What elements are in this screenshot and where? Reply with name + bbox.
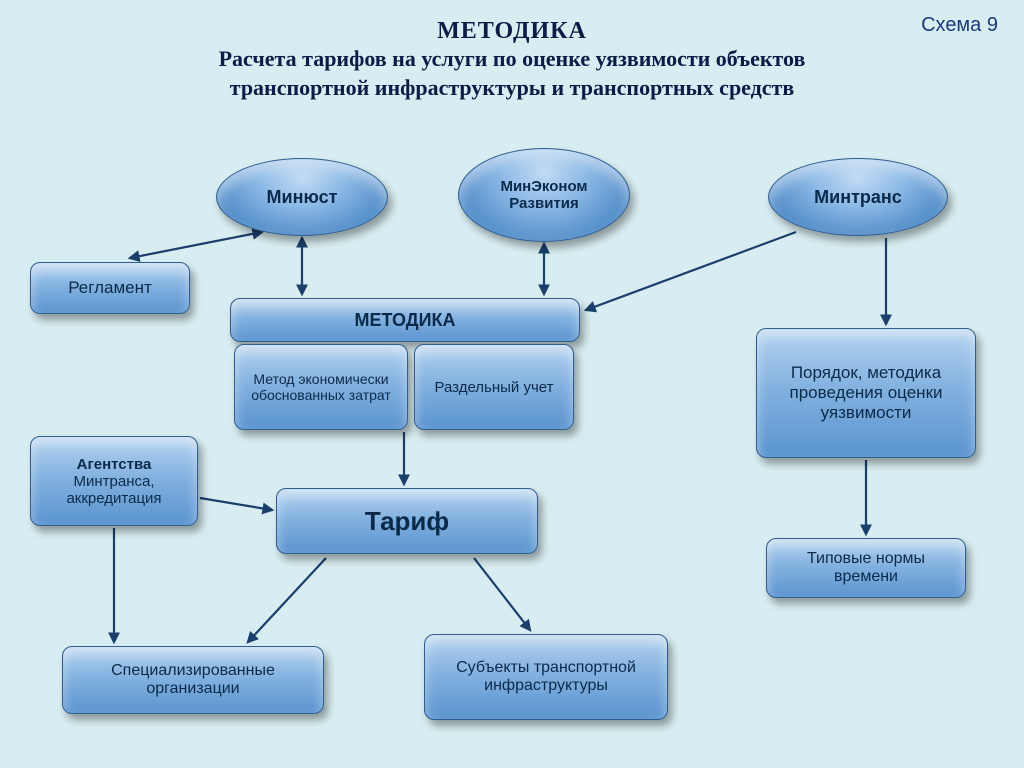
diagram-canvas: Схема 9 МЕТОДИКА Расчета тарифов на услу… [0,0,1024,768]
title-block: МЕТОДИКА Расчета тарифов на услуги по оц… [0,18,1024,102]
node-metodika: МЕТОДИКА [230,298,580,342]
node-minecon: МинЭконом Развития [458,148,630,242]
edge-mintrans-metodika [586,232,796,310]
node-tarif: Тариф [276,488,538,554]
title-line-1: МЕТОДИКА [0,18,1024,45]
edge-tarif-subjects [474,558,530,630]
node-specorg: Специализированные организации [62,646,324,714]
node-reglament: Регламент [30,262,190,314]
node-minjust: Минюст [216,158,388,236]
title-line-2: Расчета тарифов на услуги по оценке уязв… [0,45,1024,74]
node-agentstva: АгентстваМинтранса,аккредитация [30,436,198,526]
node-tipnormy: Типовые нормы времени [766,538,966,598]
edge-tarif-specorg [248,558,326,642]
node-mintrans: Минтранс [768,158,948,236]
node-method: Метод экономически обоснованных затрат [234,344,408,430]
edge-reglament-minjust [130,232,262,258]
title-line-3: транспортной инфраструктуры и транспортн… [0,74,1024,103]
node-poryadok: Порядок, методика проведения оценки уязв… [756,328,976,458]
node-razuchet: Раздельный учет [414,344,574,430]
edge-agentstva-tarif [200,498,272,510]
node-subjects: Субъекты транспортной инфраструктуры [424,634,668,720]
